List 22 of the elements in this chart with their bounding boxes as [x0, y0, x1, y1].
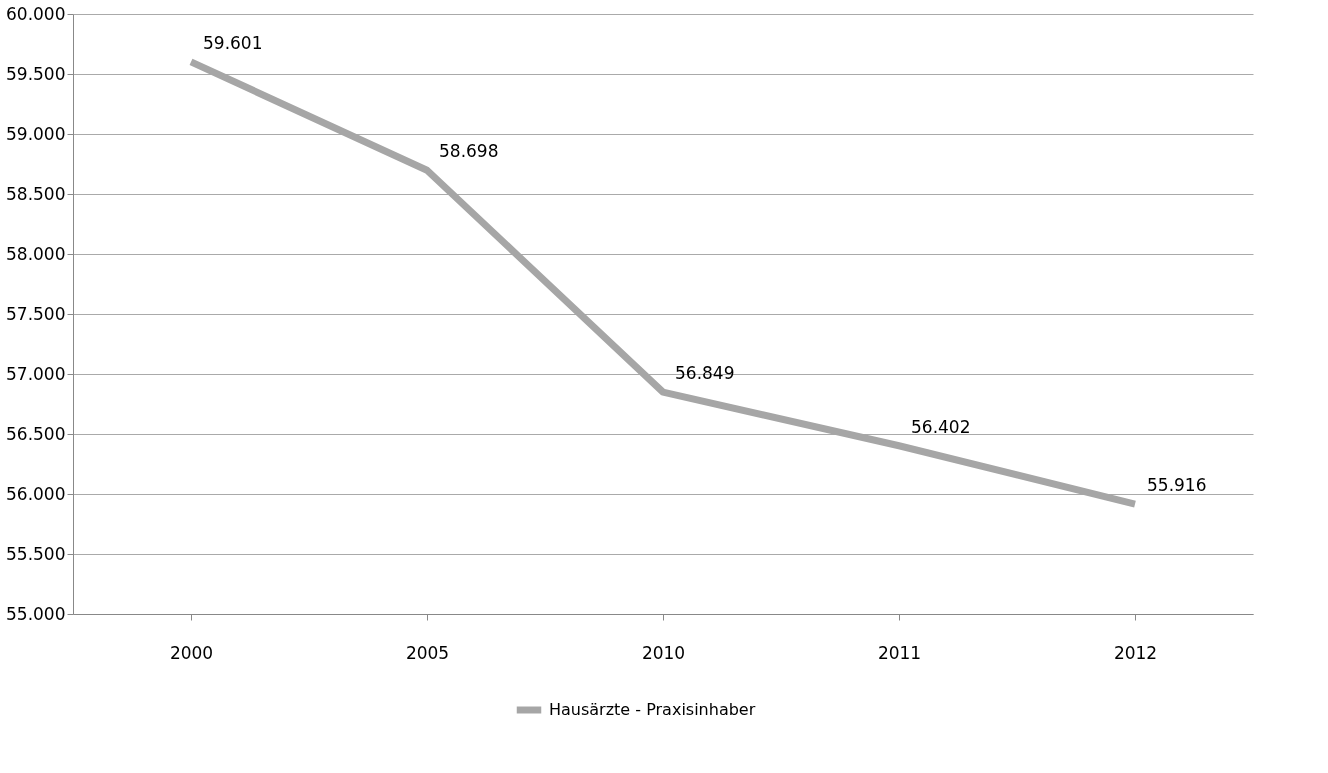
y-tick-label: 55.000: [6, 603, 66, 624]
y-tick-label: 56.000: [6, 483, 66, 504]
y-tick-label: 58.500: [6, 183, 66, 204]
data-label: 55.916: [1147, 475, 1207, 496]
y-tick-label: 57.000: [6, 363, 66, 384]
x-tick-label: 2005: [405, 642, 450, 663]
x-tick-label: 2010: [641, 642, 686, 663]
y-tick-label: 58.000: [6, 243, 66, 264]
x-tick-label: 2011: [877, 642, 922, 663]
y-tick-label: 56.500: [6, 423, 66, 444]
x-tick-label: 2012: [1113, 642, 1158, 663]
data-label: 56.402: [911, 416, 971, 437]
x-tick-label: 2000: [169, 642, 214, 663]
y-tick-label: 59.500: [6, 63, 66, 84]
y-tick-label: 60.000: [6, 3, 66, 24]
y-tick-label: 59.000: [6, 123, 66, 144]
legend-label: Hausärzte - Praxisinhaber: [549, 700, 756, 719]
data-label: 56.849: [675, 363, 735, 384]
data-label: 58.698: [439, 141, 499, 162]
y-tick-label: 57.500: [6, 303, 66, 324]
y-tick-label: 55.500: [6, 543, 66, 564]
data-label: 59.601: [203, 32, 263, 53]
